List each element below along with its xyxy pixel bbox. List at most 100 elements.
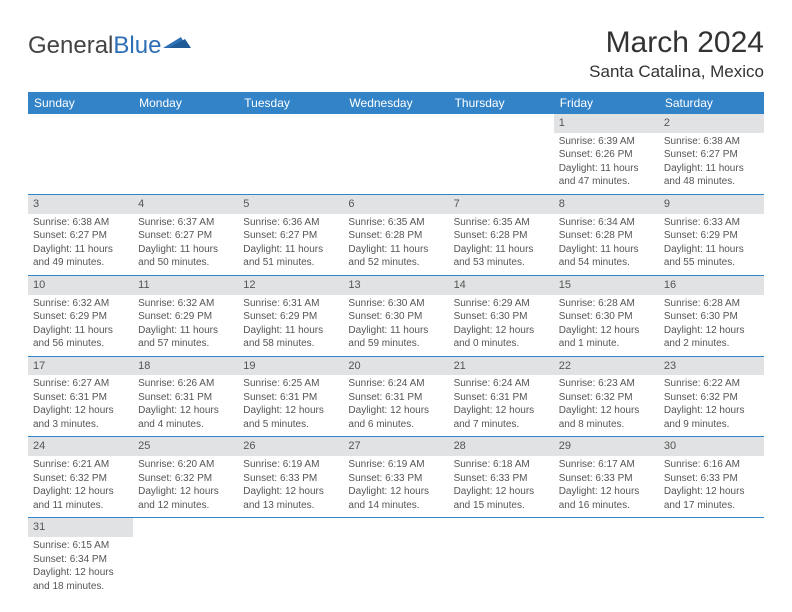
sunrise-line: Sunrise: 6:19 AM [243, 458, 338, 472]
sunrise-line: Sunrise: 6:37 AM [138, 216, 233, 230]
daylight-line: Daylight: 11 hours and 55 minutes. [664, 243, 759, 270]
calendar-cell: 26Sunrise: 6:19 AMSunset: 6:33 PMDayligh… [238, 437, 343, 518]
daylight-line: Daylight: 11 hours and 58 minutes. [243, 324, 338, 351]
logo-word-1: General [28, 32, 113, 60]
sunset-line: Sunset: 6:27 PM [664, 148, 759, 162]
day-header: Tuesday [238, 92, 343, 114]
calendar-cell: 3Sunrise: 6:38 AMSunset: 6:27 PMDaylight… [28, 194, 133, 275]
sunset-line: Sunset: 6:32 PM [664, 391, 759, 405]
calendar-cell: 21Sunrise: 6:24 AMSunset: 6:31 PMDayligh… [449, 356, 554, 437]
calendar-cell: 4Sunrise: 6:37 AMSunset: 6:27 PMDaylight… [133, 194, 238, 275]
sunset-line: Sunset: 6:33 PM [348, 472, 443, 486]
calendar-cell: 23Sunrise: 6:22 AMSunset: 6:32 PMDayligh… [659, 356, 764, 437]
title-block: March 2024 Santa Catalina, Mexico [589, 26, 764, 82]
day-number: 3 [28, 195, 133, 214]
sunrise-line: Sunrise: 6:32 AM [138, 297, 233, 311]
daylight-line: Daylight: 12 hours and 7 minutes. [454, 404, 549, 431]
sunset-line: Sunset: 6:31 PM [243, 391, 338, 405]
sunrise-line: Sunrise: 6:28 AM [559, 297, 654, 311]
day-header: Friday [554, 92, 659, 114]
daylight-line: Daylight: 12 hours and 17 minutes. [664, 485, 759, 512]
month-title: March 2024 [589, 26, 764, 60]
sunrise-line: Sunrise: 6:36 AM [243, 216, 338, 230]
sunset-line: Sunset: 6:30 PM [559, 310, 654, 324]
sunrise-line: Sunrise: 6:35 AM [348, 216, 443, 230]
sunset-line: Sunset: 6:31 PM [138, 391, 233, 405]
sunrise-line: Sunrise: 6:17 AM [559, 458, 654, 472]
sunset-line: Sunset: 6:31 PM [33, 391, 128, 405]
sunrise-line: Sunrise: 6:38 AM [664, 135, 759, 149]
sunset-line: Sunset: 6:29 PM [33, 310, 128, 324]
calendar-cell: 11Sunrise: 6:32 AMSunset: 6:29 PMDayligh… [133, 275, 238, 356]
daylight-line: Daylight: 11 hours and 52 minutes. [348, 243, 443, 270]
calendar-cell [449, 518, 554, 598]
calendar-cell: 17Sunrise: 6:27 AMSunset: 6:31 PMDayligh… [28, 356, 133, 437]
logo-word-2: Blue [113, 32, 161, 60]
calendar-cell: 12Sunrise: 6:31 AMSunset: 6:29 PMDayligh… [238, 275, 343, 356]
sunset-line: Sunset: 6:30 PM [664, 310, 759, 324]
day-number: 19 [238, 357, 343, 376]
day-header: Saturday [659, 92, 764, 114]
calendar-cell [28, 114, 133, 194]
sunrise-line: Sunrise: 6:33 AM [664, 216, 759, 230]
calendar-cell: 30Sunrise: 6:16 AMSunset: 6:33 PMDayligh… [659, 437, 764, 518]
calendar-cell: 6Sunrise: 6:35 AMSunset: 6:28 PMDaylight… [343, 194, 448, 275]
sunrise-line: Sunrise: 6:24 AM [454, 377, 549, 391]
day-number: 11 [133, 276, 238, 295]
day-number: 14 [449, 276, 554, 295]
day-number: 25 [133, 437, 238, 456]
daylight-line: Daylight: 12 hours and 14 minutes. [348, 485, 443, 512]
calendar-cell [343, 114, 448, 194]
daylight-line: Daylight: 12 hours and 16 minutes. [559, 485, 654, 512]
day-number: 24 [28, 437, 133, 456]
sunrise-line: Sunrise: 6:32 AM [33, 297, 128, 311]
daylight-line: Daylight: 12 hours and 8 minutes. [559, 404, 654, 431]
daylight-line: Daylight: 12 hours and 9 minutes. [664, 404, 759, 431]
daylight-line: Daylight: 11 hours and 59 minutes. [348, 324, 443, 351]
sunrise-line: Sunrise: 6:29 AM [454, 297, 549, 311]
sunset-line: Sunset: 6:32 PM [138, 472, 233, 486]
sunset-line: Sunset: 6:29 PM [138, 310, 233, 324]
daylight-line: Daylight: 12 hours and 1 minute. [559, 324, 654, 351]
calendar-cell: 10Sunrise: 6:32 AMSunset: 6:29 PMDayligh… [28, 275, 133, 356]
sunset-line: Sunset: 6:32 PM [559, 391, 654, 405]
calendar-cell: 16Sunrise: 6:28 AMSunset: 6:30 PMDayligh… [659, 275, 764, 356]
day-number: 7 [449, 195, 554, 214]
calendar-cell: 24Sunrise: 6:21 AMSunset: 6:32 PMDayligh… [28, 437, 133, 518]
calendar-cell: 2Sunrise: 6:38 AMSunset: 6:27 PMDaylight… [659, 114, 764, 194]
sunset-line: Sunset: 6:29 PM [664, 229, 759, 243]
sunrise-line: Sunrise: 6:25 AM [243, 377, 338, 391]
calendar-body: 1Sunrise: 6:39 AMSunset: 6:26 PMDaylight… [28, 114, 764, 598]
day-number: 9 [659, 195, 764, 214]
day-number: 29 [554, 437, 659, 456]
sunrise-line: Sunrise: 6:27 AM [33, 377, 128, 391]
calendar-cell [659, 518, 764, 598]
daylight-line: Daylight: 11 hours and 51 minutes. [243, 243, 338, 270]
sunrise-line: Sunrise: 6:31 AM [243, 297, 338, 311]
day-number: 30 [659, 437, 764, 456]
daylight-line: Daylight: 12 hours and 4 minutes. [138, 404, 233, 431]
sunset-line: Sunset: 6:27 PM [243, 229, 338, 243]
sunset-line: Sunset: 6:33 PM [664, 472, 759, 486]
logo-icon [163, 30, 191, 58]
calendar-cell: 20Sunrise: 6:24 AMSunset: 6:31 PMDayligh… [343, 356, 448, 437]
calendar-cell: 9 Sunrise: 6:33 AMSunset: 6:29 PMDaylight… [659, 194, 764, 275]
day-number: 10 [28, 276, 133, 295]
day-number: 8 [554, 195, 659, 214]
calendar-cell: 28Sunrise: 6:18 AMSunset: 6:33 PMDayligh… [449, 437, 554, 518]
calendar-table: SundayMondayTuesdayWednesdayThursdayFrid… [28, 92, 764, 598]
logo: GeneralBlue [28, 26, 191, 60]
calendar-head: SundayMondayTuesdayWednesdayThursdayFrid… [28, 92, 764, 114]
day-number: 2 [659, 114, 764, 133]
calendar-cell: 1Sunrise: 6:39 AMSunset: 6:26 PMDaylight… [554, 114, 659, 194]
sunrise-line: Sunrise: 6:20 AM [138, 458, 233, 472]
calendar-cell: 29 Sunrise: 6:17 AMSunset: 6:33 PMDayligh… [554, 437, 659, 518]
daylight-line: Daylight: 12 hours and 3 minutes. [33, 404, 128, 431]
sunset-line: Sunset: 6:28 PM [348, 229, 443, 243]
day-number: 12 [238, 276, 343, 295]
calendar-cell: 25 Sunrise: 6:20 AMSunset: 6:32 PMDayligh… [133, 437, 238, 518]
sunrise-line: Sunrise: 6:34 AM [559, 216, 654, 230]
daylight-line: Daylight: 12 hours and 12 minutes. [138, 485, 233, 512]
calendar-cell: 27Sunrise: 6:19 AMSunset: 6:33 PMDayligh… [343, 437, 448, 518]
sunset-line: Sunset: 6:33 PM [559, 472, 654, 486]
